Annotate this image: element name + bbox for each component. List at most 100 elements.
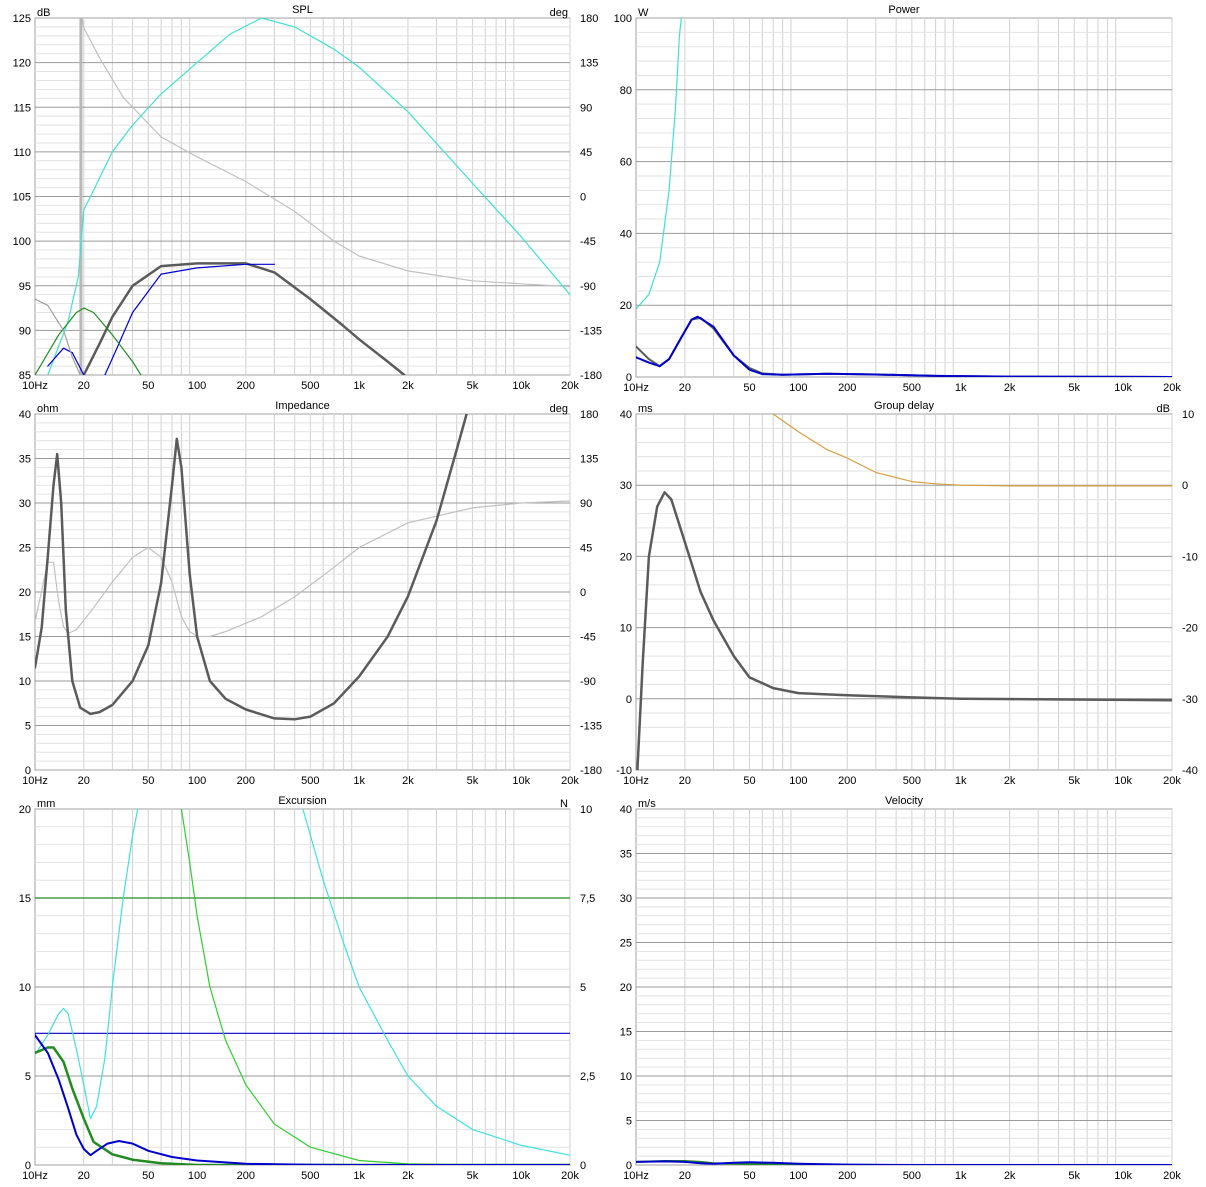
x-tick-label: 200	[237, 775, 255, 787]
y-tick-label: 0	[25, 765, 31, 777]
chart-title: Impedance	[275, 400, 329, 412]
y-tick-label: 5	[25, 721, 31, 733]
x-tick-label: 10k	[1114, 1170, 1132, 1182]
y2-tick-label: 45	[580, 543, 592, 555]
x-tick-label: 100	[188, 775, 206, 787]
x-tick-label: 20	[679, 1170, 691, 1182]
x-tick-label: 2k	[402, 380, 414, 392]
x-tick-label: 50	[743, 382, 755, 394]
y-tick-label: -10	[616, 765, 632, 777]
x-tick-label: 10Hz	[22, 380, 48, 392]
x-tick-label: 5k	[1068, 1170, 1080, 1182]
series-line	[35, 1034, 570, 1165]
x-tick-label: 10k	[512, 1170, 530, 1182]
y-tick-label: 40	[19, 409, 31, 421]
y2-tick-label: -90	[580, 281, 596, 293]
x-tick-label: 5k	[1068, 775, 1080, 787]
series-line	[302, 809, 570, 1156]
x-tick-label: 10Hz	[22, 1170, 48, 1182]
x-tick-label: 5k	[467, 1170, 479, 1182]
y-tick-label: 10	[19, 676, 31, 688]
y2-tick-label: -135	[580, 325, 602, 337]
x-tick-label: 20	[78, 380, 90, 392]
x-tick-label: 100	[789, 382, 807, 394]
x-tick-label: 20	[679, 775, 691, 787]
y-tick-label: 10	[620, 623, 632, 635]
y-axis-unit: m/s	[638, 798, 656, 810]
y-tick-label: 10	[19, 982, 31, 994]
y-tick-label: 5	[626, 1116, 632, 1128]
y2-tick-label: -90	[580, 676, 596, 688]
x-tick-label: 10k	[1114, 775, 1132, 787]
y-tick-label: 100	[13, 236, 31, 248]
series-line	[47, 347, 85, 375]
y-tick-label: 5	[25, 1071, 31, 1083]
series-group	[636, 18, 1172, 377]
x-tick-label: 2k	[1004, 775, 1016, 787]
x-tick-label: 100	[188, 380, 206, 392]
x-tick-label: 20k	[561, 775, 579, 787]
x-tick-label: 100	[789, 775, 807, 787]
x-tick-label: 50	[142, 380, 154, 392]
x-tick-label: 500	[301, 1170, 319, 1182]
series-line	[35, 809, 139, 1120]
y2-tick-label: -135	[580, 721, 602, 733]
y-tick-label: 125	[13, 13, 31, 25]
y-tick-label: 25	[620, 938, 632, 950]
x-tick-label: 1k	[353, 775, 365, 787]
y-tick-label: 10	[620, 1071, 632, 1083]
x-tick-label: 20	[78, 1170, 90, 1182]
x-tick-label: 1k	[955, 1170, 967, 1182]
y-axis-unit: ms	[638, 403, 653, 415]
y-axis-unit: dB	[37, 7, 50, 19]
x-tick-label: 1k	[955, 382, 967, 394]
series-line	[35, 1046, 570, 1165]
y2-tick-label: -20	[1182, 623, 1198, 635]
y-axis-unit: mm	[37, 798, 55, 810]
x-tick-label: 2k	[1004, 382, 1016, 394]
plot-area	[635, 413, 1173, 771]
series-line	[35, 298, 81, 375]
y-tick-label: 20	[620, 300, 632, 312]
x-tick-label: 200	[838, 775, 856, 787]
y2-tick-label: 2,5	[580, 1071, 595, 1083]
chart-spl: 125 120 115 110 105 100 95 90 85 180 135 90 45 0 -45 -9…	[13, 4, 602, 392]
y2-tick-label: 180	[580, 409, 598, 421]
chart-title: Power	[888, 4, 920, 16]
y2-tick-label: -30	[1182, 694, 1198, 706]
y2-tick-label: -45	[580, 236, 596, 248]
x-tick-label: 2k	[1004, 1170, 1016, 1182]
y2-tick-label: -180	[580, 370, 602, 382]
y2-tick-label: 0	[580, 192, 586, 204]
chart-impedance: 403530252015105018013590450-45-90-135-18…	[19, 400, 602, 787]
series-line	[81, 18, 570, 288]
series-line	[636, 1160, 1172, 1165]
y2-tick-label: 10	[1182, 409, 1194, 421]
series-group	[636, 414, 1172, 770]
y2-tick-label: 90	[580, 102, 592, 114]
y2-axis-unit: deg	[550, 403, 568, 415]
y-tick-label: 35	[19, 454, 31, 466]
x-tick-label: 500	[903, 1170, 921, 1182]
y-tick-label: 105	[13, 192, 31, 204]
x-tick-label: 1k	[353, 380, 365, 392]
x-tick-label: 1k	[955, 775, 967, 787]
x-tick-label: 50	[142, 775, 154, 787]
chart-title: Group delay	[874, 400, 934, 412]
y-tick-label: 60	[620, 157, 632, 169]
series-group	[35, 414, 570, 721]
x-tick-label: 1k	[353, 1170, 365, 1182]
y-tick-label: 110	[13, 147, 31, 159]
y2-tick-label: -10	[1182, 551, 1198, 563]
y2-axis-unit: deg	[550, 7, 568, 19]
x-tick-label: 20k	[1163, 775, 1181, 787]
series-line	[636, 491, 1172, 770]
x-tick-label: 500	[301, 380, 319, 392]
x-tick-label: 20k	[561, 380, 579, 392]
x-tick-label: 20k	[561, 1170, 579, 1182]
y2-tick-label: 90	[580, 498, 592, 510]
y2-axis-unit: N	[560, 798, 568, 810]
x-tick-label: 50	[743, 1170, 755, 1182]
